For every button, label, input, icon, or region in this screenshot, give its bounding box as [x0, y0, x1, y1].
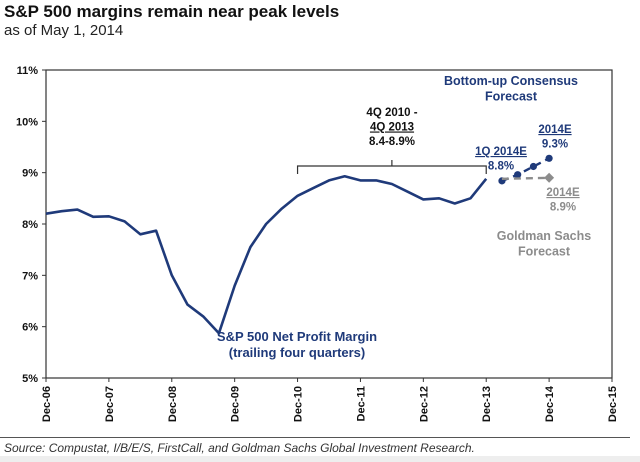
margin-chart: 5%6%7%8%9%10%11% Dec-06 Dec-07 Dec-08 Dec-0…: [16, 65, 619, 422]
gs-point: [544, 172, 555, 183]
annotation-gs-2014e: 8.9%: [550, 202, 576, 214]
y-tick-label: 8%: [22, 219, 38, 231]
annotation-bracket: 4Q 2010 -: [366, 107, 417, 119]
annotation-gs-label: Goldman Sachs: [497, 229, 592, 243]
annotation-gs-label: Forecast: [518, 245, 571, 259]
gs-forecast-line: [501, 176, 550, 180]
chart-subtitle: as of May 1, 2014: [4, 22, 124, 39]
series-group: [45, 154, 555, 335]
annotations: 4Q 2010 - 4Q 2013 8.4-8.9% Bottom-up Consen…: [217, 74, 591, 360]
consensus-point: [529, 162, 537, 171]
annotation-gs-2014e: 2014E: [546, 187, 580, 199]
y-tick-label: 6%: [22, 322, 38, 334]
y-tick-label: 10%: [16, 116, 38, 128]
net-margin-line: [45, 175, 488, 335]
x-tick-label: Dec-07: [104, 386, 116, 422]
bracket-line: [296, 160, 487, 174]
y-axis: 5% 6% 7% 8% 9% 10% 11%: [16, 65, 46, 385]
y-tick-label: 11%: [17, 65, 39, 77]
consensus-forecast-line: [501, 157, 550, 183]
y-tick-label: 7%: [22, 270, 38, 282]
y-tick-label: 5%: [22, 373, 38, 385]
bottom-strip: [0, 456, 640, 462]
annotation-consensus-2014e: 9.3%: [542, 139, 568, 151]
annotation-bracket: 8.4-8.9%: [369, 136, 415, 148]
annotation-consensus-label: Bottom-up Consensus: [444, 74, 578, 88]
x-tick-label: Dec-06: [41, 386, 53, 422]
source-note: Source: Compustat, I/B/E/S, FirstCall, a…: [4, 441, 475, 455]
x-tick-label: Dec-09: [230, 386, 242, 422]
x-tick-label: Dec-14: [544, 385, 556, 422]
consensus-point: [545, 154, 553, 162]
annotation-series-label: (trailing four quarters): [229, 345, 366, 360]
x-tick-label: Dec-08: [167, 386, 179, 422]
x-tick-label: Dec-10: [293, 386, 305, 422]
x-tick-label: Dec-15: [607, 386, 619, 422]
x-axis: Dec-06 Dec-07 Dec-08 Dec-09 Dec-10 Dec-11 Dec-…: [41, 378, 619, 422]
annotation-series-label: S&P 500 Net Profit Margin: [217, 329, 377, 344]
annotation-consensus-label: Forecast: [485, 90, 538, 104]
annotation-bracket: 4Q 2013: [370, 122, 414, 134]
chart-title: S&P 500 margins remain near peak levels: [4, 2, 340, 21]
footer-divider: [0, 437, 630, 438]
x-tick-label: Dec-11: [355, 386, 367, 421]
x-tick-label: Dec-12: [418, 386, 430, 422]
annotation-q1-2014e: 8.8%: [488, 161, 514, 173]
consensus-point: [514, 171, 522, 179]
annotation-consensus-2014e: 2014E: [538, 124, 572, 136]
x-tick-label: Dec-13: [481, 386, 493, 422]
annotation-q1-2014e: 1Q 2014E: [475, 146, 527, 158]
y-tick-label: 9%: [22, 168, 38, 180]
period-bracket: [296, 160, 487, 174]
